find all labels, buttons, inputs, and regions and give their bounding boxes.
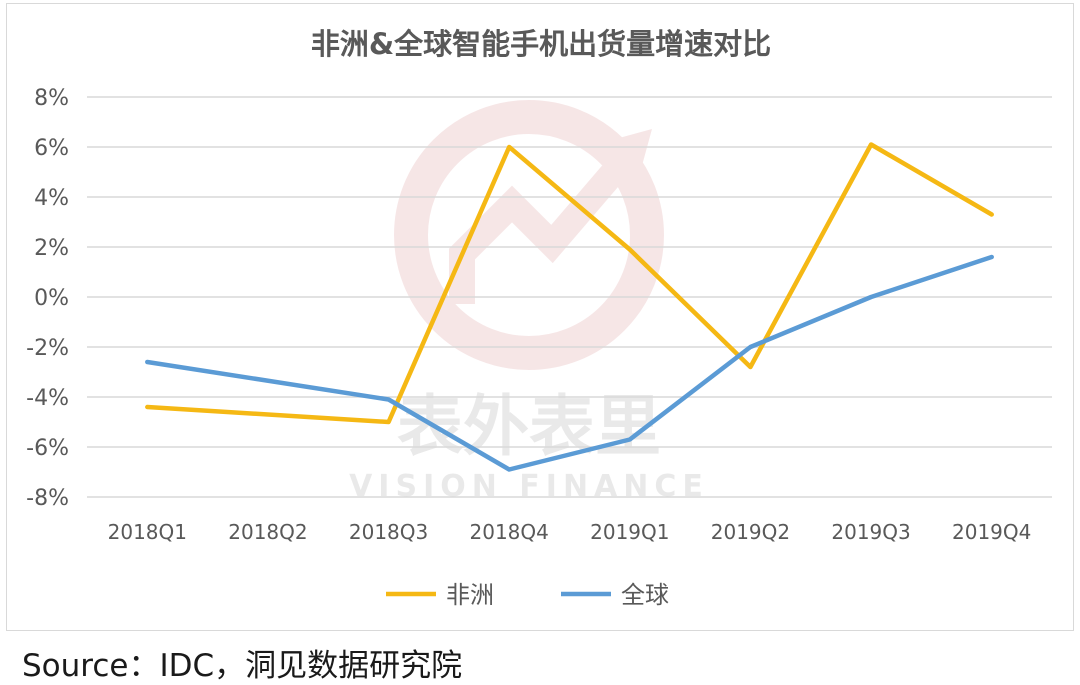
x-tick-label: 2018Q4 bbox=[470, 520, 549, 544]
y-tick-label: 6% bbox=[34, 136, 69, 161]
y-tick-label: 8% bbox=[34, 86, 69, 111]
x-tick-label: 2019Q2 bbox=[711, 520, 790, 544]
source-note: Source：IDC，洞见数据研究院 bbox=[22, 648, 463, 684]
y-tick-label: -4% bbox=[26, 386, 69, 411]
watermark-en: VISION FINANCE bbox=[349, 469, 709, 504]
watermark-cn: 表外表里 bbox=[397, 388, 661, 465]
legend: 非洲 全球 bbox=[386, 581, 669, 609]
series-line-global bbox=[145, 254, 994, 472]
x-tick-label: 2018Q2 bbox=[228, 520, 307, 544]
watermark-logo: 表外表里 VISION FINANCE bbox=[349, 100, 709, 504]
series-layer bbox=[145, 142, 994, 472]
y-tick-label: -2% bbox=[26, 336, 69, 361]
x-tick-label: 2018Q1 bbox=[108, 520, 187, 544]
x-tick-label: 2019Q1 bbox=[590, 520, 669, 544]
x-tick-label: 2019Q3 bbox=[831, 520, 910, 544]
chart-title: 非洲&全球智能手机出货量增速对比 bbox=[311, 27, 771, 61]
legend-label: 全球 bbox=[621, 581, 669, 609]
x-tick-label: 2019Q4 bbox=[952, 520, 1031, 544]
y-tick-label: -6% bbox=[26, 436, 69, 461]
y-axis: 8% 6% 4% 2% 0% -2% -4% -6% -8% bbox=[26, 86, 69, 511]
series-line-africa bbox=[145, 142, 994, 425]
chart-frame: 表外表里 VISION FINANCE 非洲&全球智能手机出货量增速对比 8% 6… bbox=[6, 3, 1074, 631]
y-tick-label: 2% bbox=[34, 236, 69, 261]
x-axis: 2018Q1 2018Q2 2018Q3 2018Q4 2019Q1 2019Q2 2019… bbox=[108, 520, 1032, 544]
line-chart: 表外表里 VISION FINANCE 非洲&全球智能手机出货量增速对比 8% 6… bbox=[26, 27, 1052, 609]
legend-label: 非洲 bbox=[446, 581, 494, 609]
y-tick-label: 0% bbox=[34, 286, 69, 311]
y-tick-label: -8% bbox=[26, 486, 69, 511]
grid-layer bbox=[87, 96, 1052, 498]
y-tick-label: 4% bbox=[34, 186, 69, 211]
x-tick-label: 2018Q3 bbox=[349, 520, 428, 544]
